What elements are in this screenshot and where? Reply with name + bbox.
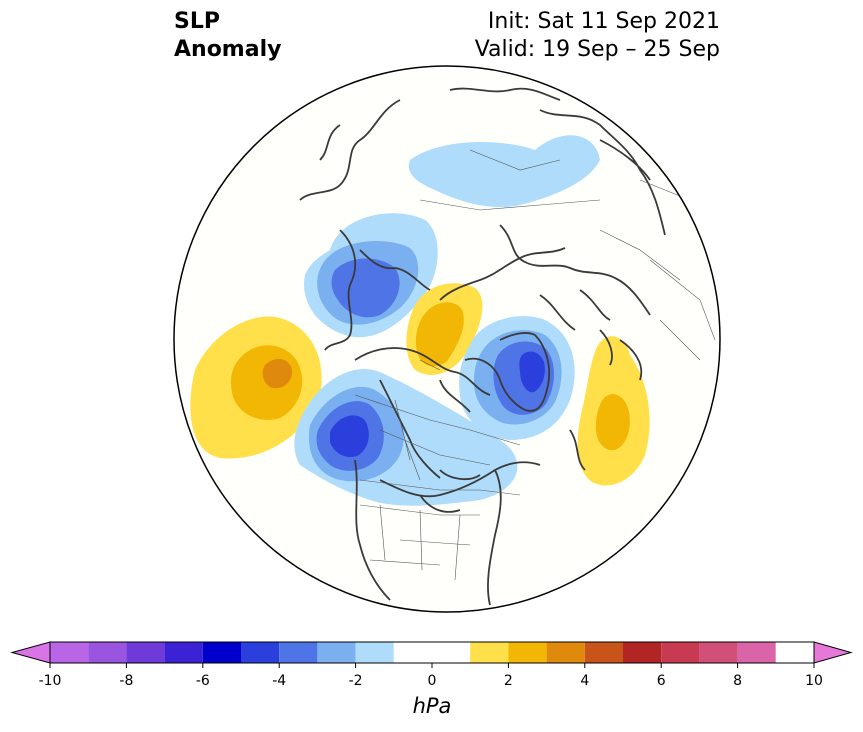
colorbar-tick-label: -8 bbox=[119, 673, 134, 689]
colorbar-cell bbox=[50, 642, 89, 663]
polar-map bbox=[173, 65, 721, 613]
anomaly-central-asia-negative bbox=[408, 135, 600, 208]
colorbar-cell bbox=[355, 642, 394, 663]
colorbar-tick-label: -6 bbox=[195, 673, 210, 689]
colorbar-cell bbox=[126, 642, 165, 663]
colorbar-tick-label: -10 bbox=[38, 673, 62, 689]
anomaly-north-pacific-positive bbox=[190, 316, 322, 459]
colorbar-cell bbox=[699, 642, 738, 663]
colorbar-cell bbox=[88, 642, 127, 663]
colorbar-cell bbox=[202, 642, 241, 663]
colorbar-cell bbox=[279, 642, 318, 663]
colorbar-extend-low bbox=[10, 641, 51, 664]
political-borders bbox=[354, 149, 716, 581]
colorbar-cell bbox=[623, 642, 662, 663]
colorbar-tick-label: 6 bbox=[656, 673, 666, 689]
colorbar-cell bbox=[584, 642, 623, 663]
init-date: Init: Sat 11 Sep 2021 bbox=[487, 9, 720, 34]
colorbar-cell bbox=[164, 642, 203, 663]
colorbar-ticks bbox=[49, 663, 815, 668]
colorbar-cell bbox=[393, 642, 471, 663]
forecast-dates: Init: Sat 11 Sep 2021 Valid: 19 Sep – 25… bbox=[475, 8, 720, 64]
colorbar-tick-label: 8 bbox=[733, 673, 743, 689]
map-boundary bbox=[173, 65, 721, 613]
colorbar-unit: hPa bbox=[412, 694, 452, 718]
colorbar-tick-label: -4 bbox=[272, 673, 287, 689]
anomaly-arctic-positive bbox=[406, 283, 483, 375]
colorbar-tick-label: 2 bbox=[503, 673, 513, 689]
map-title: SLP Anomaly bbox=[174, 8, 281, 64]
colorbar-tick-label: 4 bbox=[580, 673, 590, 689]
valid-range: Valid: 19 Sep – 25 Sep bbox=[474, 37, 720, 62]
colorbar-cell bbox=[241, 642, 280, 663]
title-line-2: Anomaly bbox=[174, 37, 282, 62]
colorbar-tick-label: -2 bbox=[348, 673, 363, 689]
anomaly-gulf-of-alaska-negative bbox=[294, 368, 518, 506]
colorbar-cells bbox=[50, 642, 814, 663]
anomaly-north-atlantic-positive bbox=[577, 336, 650, 486]
colorbar-cell bbox=[317, 642, 356, 663]
colorbar-cell bbox=[470, 642, 509, 663]
colorbar-tick-label: 0 bbox=[427, 673, 437, 689]
coastlines bbox=[299, 87, 666, 606]
colorbar-cell bbox=[546, 642, 585, 663]
title-line-1: SLP bbox=[174, 9, 220, 34]
colorbar-cell bbox=[775, 642, 814, 663]
colorbar-extend-high bbox=[813, 641, 853, 664]
colorbar-cell bbox=[508, 642, 547, 663]
colorbar-cell bbox=[661, 642, 700, 663]
colorbar-cell bbox=[737, 642, 776, 663]
colorbar-tick-label: 10 bbox=[805, 673, 823, 689]
